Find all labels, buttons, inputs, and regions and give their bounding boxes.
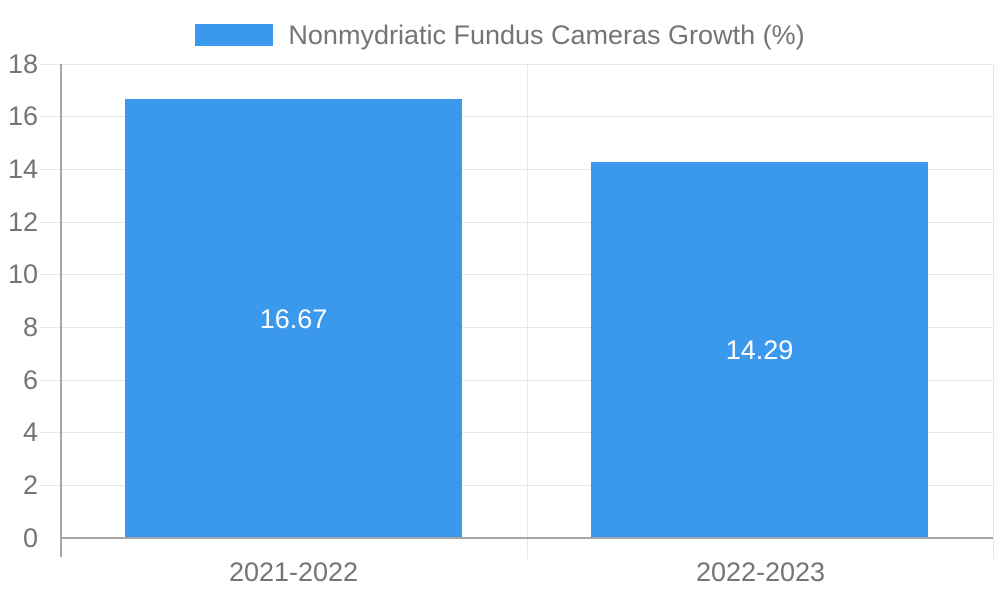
x-axis-line <box>60 537 993 539</box>
y-tick-label: 6 <box>22 364 38 395</box>
legend-label: Nonmydriatic Fundus Cameras Growth (%) <box>288 20 805 50</box>
y-tick-label: 14 <box>7 153 38 184</box>
y-axis-line <box>60 64 62 557</box>
y-tick-label: 18 <box>7 48 38 79</box>
gridline <box>40 63 993 65</box>
y-tick-label: 12 <box>7 206 38 237</box>
bar-value-label: 14.29 <box>725 334 794 365</box>
gridline <box>40 326 993 328</box>
gridline <box>40 221 993 223</box>
gridline <box>40 168 993 170</box>
gridline <box>40 432 993 434</box>
y-tick-label: 16 <box>7 101 38 132</box>
gridline <box>40 116 993 118</box>
bar-value-label: 16.67 <box>259 303 328 334</box>
x-tick-label: 2022-2023 <box>695 557 826 587</box>
y-tick-label: 0 <box>22 522 38 553</box>
plot-right-border <box>992 64 994 559</box>
gridline <box>40 274 993 276</box>
bar[interactable] <box>125 99 462 538</box>
y-tick-label: 10 <box>7 259 38 290</box>
category-separator <box>526 64 528 559</box>
x-tick-label: 2021-2022 <box>228 557 359 587</box>
legend[interactable]: Nonmydriatic Fundus Cameras Growth (%) <box>0 18 1000 52</box>
gridline <box>40 484 993 486</box>
gridline <box>40 379 993 381</box>
plot-area: 0 2 4 6 8 10 12 14 16 18 16.67 14.29 2021-2022 2022-2… <box>8 49 994 587</box>
legend-swatch-icon <box>195 24 274 46</box>
y-tick-label: 2 <box>22 469 38 500</box>
y-tick-label: 8 <box>22 311 38 342</box>
y-tick-label: 4 <box>22 417 38 448</box>
bar[interactable] <box>591 161 928 538</box>
